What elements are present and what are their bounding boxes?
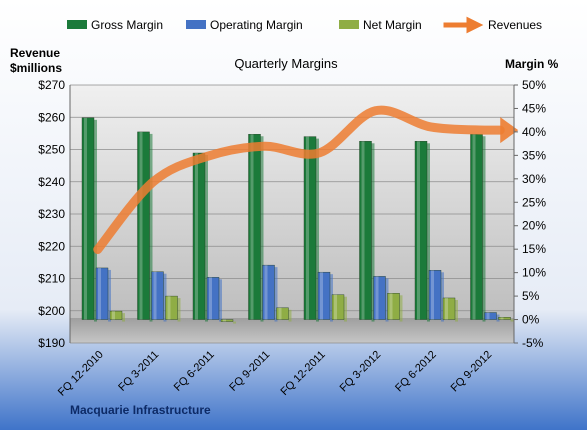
right-tick-label: 45% [522, 101, 546, 115]
legend-swatch-gross-margin [67, 20, 87, 29]
net-margin-bar-highlight [223, 320, 226, 322]
gross-margin-bar-side [483, 136, 486, 321]
right-tick-label: 35% [522, 148, 546, 162]
operating-margin-bar [263, 265, 275, 319]
left-axis-label-line2: $millions [10, 61, 62, 75]
right-tick-label: 50% [522, 78, 546, 92]
left-axis-label-line1: Revenue [10, 46, 60, 60]
operating-margin-bar-highlight [98, 268, 101, 320]
legend-label-operating-margin: Operating Margin [210, 18, 303, 32]
net-margin-bar-highlight [168, 296, 171, 319]
company-label: Macquarie Infrastructure [70, 403, 211, 417]
operating-margin-bar [374, 276, 386, 319]
operating-margin-bar [318, 272, 330, 319]
legend-label-revenues: Revenues [488, 18, 542, 32]
left-tick-label: $190 [38, 336, 65, 350]
net-margin-bar [166, 296, 178, 319]
right-tick-label: 10% [522, 266, 546, 280]
gross-margin-bar [415, 141, 427, 319]
net-margin-bar-highlight [390, 293, 393, 319]
operating-margin-bar-highlight [320, 272, 323, 319]
right-tick-label: 5% [522, 289, 540, 303]
left-tick-label: $250 [38, 143, 65, 157]
gross-margin-bar [360, 141, 372, 319]
right-tick-label: 40% [522, 125, 546, 139]
left-tick-label: $230 [38, 207, 65, 221]
legend-swatch-net-margin [339, 20, 359, 29]
plot-floor [70, 318, 514, 343]
net-margin-bar-highlight [112, 311, 115, 319]
net-margin-bar-side [511, 319, 514, 321]
right-tick-label: 15% [522, 242, 546, 256]
chart-title: Quarterly Margins [234, 56, 338, 71]
right-tick-label: 0% [522, 313, 540, 327]
gross-margin-bar [138, 132, 150, 320]
gross-margin-bar-highlight [84, 118, 87, 320]
net-margin-bar [388, 293, 400, 319]
operating-margin-bar [485, 313, 497, 320]
operating-margin-bar-highlight [376, 276, 379, 319]
operating-margin-bar [429, 270, 441, 319]
net-margin-bar [499, 317, 511, 319]
gross-margin-bar [471, 134, 483, 319]
gross-margin-bar-highlight [140, 132, 143, 320]
gross-margin-bar [82, 118, 94, 320]
gross-margin-bar [249, 134, 261, 319]
net-margin-bar-side [344, 297, 347, 322]
left-tick-label: $270 [38, 78, 65, 92]
operating-margin-bar-highlight [431, 270, 434, 319]
right-axis-label: Margin % [505, 57, 559, 71]
left-tick-label: $210 [38, 272, 65, 286]
net-margin-bar [110, 311, 122, 319]
right-tick-label: -5% [522, 336, 544, 350]
net-margin-bar [332, 295, 344, 320]
left-tick-label: $260 [38, 110, 65, 124]
net-margin-bar-highlight [501, 317, 504, 319]
operating-margin-bar-highlight [154, 272, 157, 320]
gross-margin-bar-highlight [362, 141, 365, 319]
left-tick-label: $240 [38, 175, 65, 189]
legend-label-net-margin: Net Margin [363, 18, 422, 32]
gross-margin-bar-highlight [306, 137, 309, 320]
right-tick-label: 30% [522, 172, 546, 186]
legend-label-gross-margin: Gross Margin [91, 18, 163, 32]
right-tick-label: 25% [522, 195, 546, 209]
net-margin-bar-side [233, 322, 236, 324]
operating-margin-bar [152, 272, 164, 320]
gross-margin-bar-highlight [251, 134, 254, 319]
gross-margin-bar [193, 153, 205, 320]
legend-swatch-operating-margin [186, 20, 206, 29]
operating-margin-bar-highlight [265, 265, 268, 319]
net-margin-bar [277, 308, 289, 320]
operating-margin-bar-highlight [487, 313, 490, 320]
net-margin-bar-highlight [279, 308, 282, 320]
net-margin-bar [443, 298, 455, 320]
net-margin-bar-highlight [445, 298, 448, 320]
right-tick-label: 20% [522, 219, 546, 233]
gross-margin-bar [304, 137, 316, 320]
gross-margin-bar-highlight [417, 141, 420, 319]
operating-margin-bar [207, 277, 219, 319]
net-margin-bar-side [289, 310, 292, 322]
left-tick-label: $220 [38, 239, 65, 253]
net-margin-bar [221, 320, 233, 322]
gross-margin-bar-highlight [473, 134, 476, 319]
operating-margin-bar [96, 268, 108, 320]
operating-margin-bar-side [219, 279, 222, 321]
net-margin-bar-side [178, 298, 181, 321]
net-margin-bar-side [400, 295, 403, 321]
operating-margin-bar-highlight [209, 277, 212, 319]
net-margin-bar-side [455, 300, 458, 322]
gross-margin-bar-highlight [195, 153, 198, 320]
left-tick-label: $200 [38, 304, 65, 318]
net-margin-bar-highlight [334, 295, 337, 320]
net-margin-bar-side [122, 313, 125, 321]
